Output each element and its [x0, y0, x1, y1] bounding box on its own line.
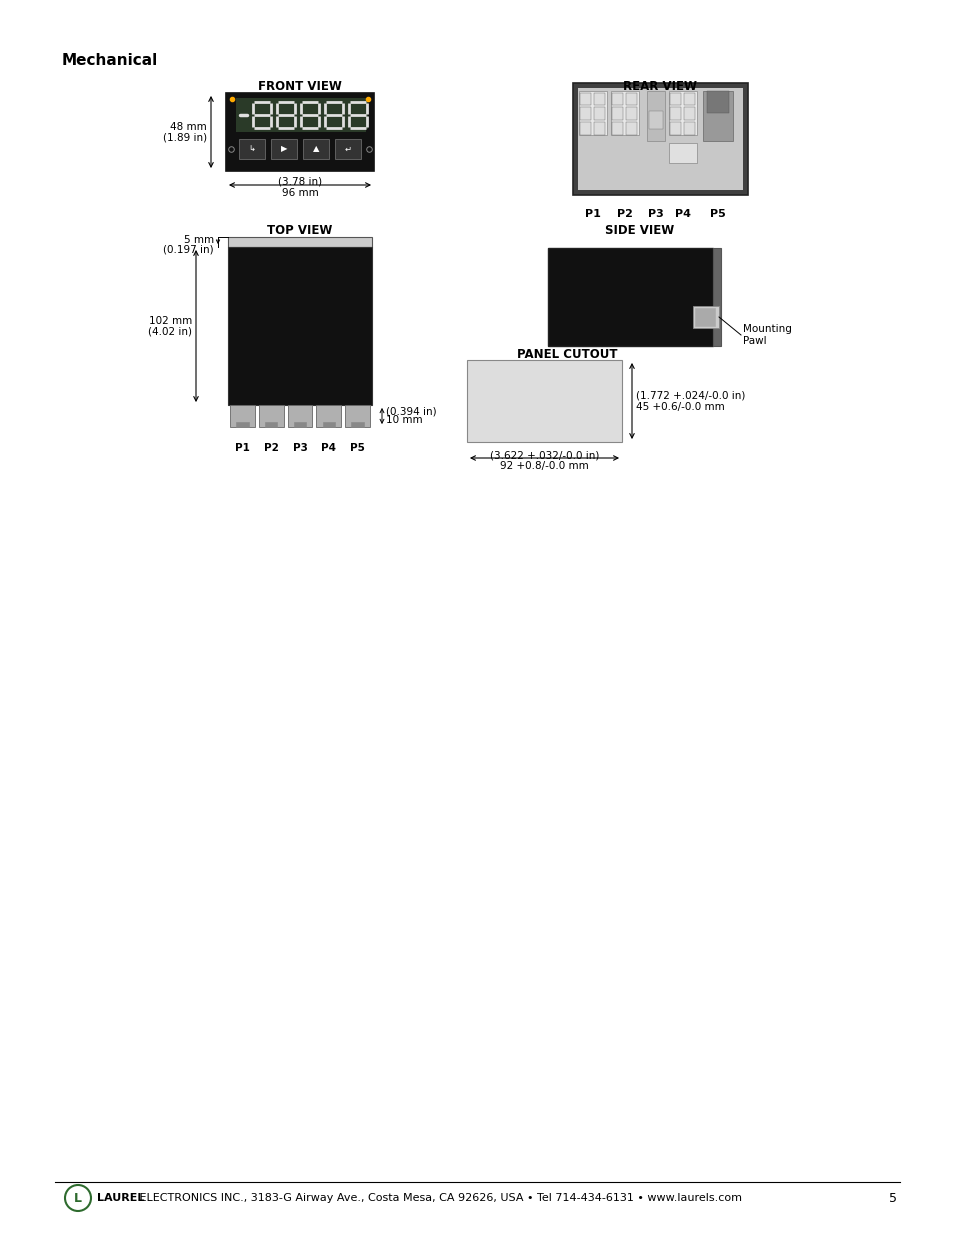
Text: (1.89 in): (1.89 in): [163, 133, 207, 143]
Bar: [668, 143, 697, 163]
Bar: [228, 237, 372, 247]
Bar: [294, 422, 306, 427]
Bar: [692, 306, 719, 329]
Bar: [252, 101, 272, 128]
Bar: [265, 422, 277, 427]
Bar: [228, 247, 372, 405]
Bar: [684, 107, 695, 120]
Bar: [578, 91, 606, 135]
Bar: [578, 88, 742, 190]
Bar: [303, 140, 329, 159]
Text: 102 mm: 102 mm: [149, 316, 192, 326]
Text: TOP VIEW: TOP VIEW: [267, 224, 333, 237]
Text: 5 mm: 5 mm: [184, 235, 213, 245]
Bar: [670, 93, 680, 105]
Text: P4: P4: [321, 443, 336, 453]
Bar: [668, 91, 697, 135]
Text: P3: P3: [647, 209, 663, 219]
Text: (0.197 in): (0.197 in): [163, 245, 213, 254]
Text: (1.772 +.024/-0.0 in): (1.772 +.024/-0.0 in): [636, 391, 744, 401]
Bar: [287, 405, 312, 427]
Bar: [610, 91, 639, 135]
Text: L: L: [74, 1192, 82, 1204]
Bar: [684, 93, 695, 105]
Bar: [579, 107, 591, 120]
Bar: [594, 93, 605, 105]
Bar: [626, 107, 637, 120]
Text: Mechanical: Mechanical: [62, 53, 158, 68]
Text: 92 +0.8/-0.0 mm: 92 +0.8/-0.0 mm: [499, 461, 588, 471]
Text: SIDE VIEW: SIDE VIEW: [605, 224, 674, 237]
Bar: [626, 122, 637, 135]
Bar: [612, 93, 623, 105]
Text: P3: P3: [293, 443, 307, 453]
Text: PANEL CUTOUT: PANEL CUTOUT: [517, 348, 617, 361]
Text: ▶: ▶: [280, 144, 287, 153]
Text: (3.78 in): (3.78 in): [277, 177, 322, 186]
Text: (0.394 in): (0.394 in): [386, 406, 436, 416]
Text: LAUREL: LAUREL: [97, 1193, 144, 1203]
Text: ▲: ▲: [313, 144, 319, 153]
Bar: [271, 140, 296, 159]
Bar: [348, 101, 368, 128]
Bar: [579, 122, 591, 135]
Text: ↵: ↵: [344, 144, 351, 153]
Bar: [547, 248, 712, 346]
Bar: [626, 93, 637, 105]
Circle shape: [65, 1186, 91, 1212]
Bar: [695, 308, 714, 326]
Bar: [351, 422, 363, 427]
Bar: [702, 91, 732, 141]
Text: 5: 5: [888, 1192, 896, 1204]
Bar: [345, 405, 370, 427]
Bar: [235, 98, 366, 132]
Text: ↳: ↳: [248, 144, 255, 153]
Bar: [322, 422, 335, 427]
Bar: [712, 248, 720, 346]
Bar: [594, 107, 605, 120]
Bar: [670, 122, 680, 135]
Bar: [324, 101, 344, 128]
Bar: [648, 111, 662, 128]
Bar: [612, 122, 623, 135]
Text: P5: P5: [709, 209, 725, 219]
Bar: [706, 91, 728, 112]
Bar: [299, 101, 319, 128]
Bar: [236, 422, 249, 427]
Text: Mounting
Pawl: Mounting Pawl: [742, 325, 791, 346]
Text: (3.622 +.032/-0.0 in): (3.622 +.032/-0.0 in): [489, 450, 598, 459]
Text: (4.02 in): (4.02 in): [148, 327, 192, 337]
Bar: [573, 83, 747, 195]
Bar: [226, 93, 374, 170]
Bar: [275, 101, 295, 128]
Bar: [335, 140, 360, 159]
Bar: [594, 122, 605, 135]
Bar: [316, 405, 341, 427]
Text: 10 mm: 10 mm: [386, 415, 422, 425]
Text: 45 +0.6/-0.0 mm: 45 +0.6/-0.0 mm: [636, 403, 724, 412]
Bar: [646, 91, 664, 141]
Bar: [258, 405, 283, 427]
Text: REAR VIEW: REAR VIEW: [622, 80, 697, 93]
Bar: [579, 93, 591, 105]
Text: P5: P5: [350, 443, 365, 453]
Text: FRONT VIEW: FRONT VIEW: [258, 80, 341, 93]
Text: P1: P1: [584, 209, 600, 219]
Text: P2: P2: [263, 443, 278, 453]
Text: P1: P1: [234, 443, 250, 453]
Text: 48 mm: 48 mm: [170, 122, 207, 132]
Bar: [670, 107, 680, 120]
Bar: [467, 359, 621, 442]
Bar: [612, 107, 623, 120]
Text: ELECTRONICS INC., 3183-G Airway Ave., Costa Mesa, CA 92626, USA • Tel 714-434-61: ELECTRONICS INC., 3183-G Airway Ave., Co…: [136, 1193, 741, 1203]
Bar: [239, 140, 265, 159]
Text: 96 mm: 96 mm: [281, 188, 318, 198]
Text: P2: P2: [617, 209, 632, 219]
Bar: [230, 405, 254, 427]
Text: P4: P4: [675, 209, 690, 219]
Bar: [684, 122, 695, 135]
